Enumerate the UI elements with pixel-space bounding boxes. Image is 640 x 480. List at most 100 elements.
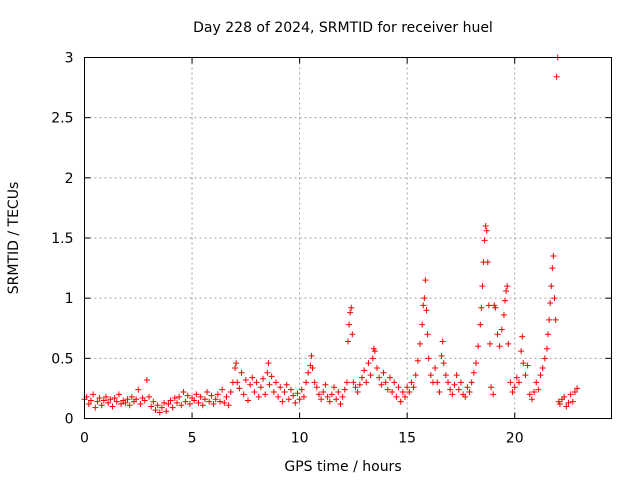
- data-point: [483, 227, 490, 234]
- chart-title: Day 228 of 2024, SRMTID for receiver hue…: [193, 20, 493, 36]
- y-tick-label: 1: [65, 291, 74, 307]
- data-point: [128, 393, 135, 400]
- data-point: [133, 396, 140, 403]
- data-point: [420, 302, 427, 309]
- data-point: [206, 398, 213, 405]
- data-point: [265, 360, 272, 367]
- data-point: [331, 384, 338, 391]
- data-point: [238, 369, 245, 376]
- x-axis-label: GPS time / hours: [284, 459, 401, 475]
- data-point: [305, 369, 312, 376]
- data-point: [98, 402, 105, 409]
- data-point: [346, 321, 353, 328]
- data-point: [423, 307, 430, 314]
- data-point: [150, 398, 157, 405]
- data-point: [371, 348, 378, 355]
- data-point: [232, 364, 239, 371]
- data-point: [285, 396, 292, 403]
- data-point: [300, 393, 307, 400]
- data-point: [438, 352, 445, 359]
- data-point: [264, 369, 271, 376]
- data-point: [268, 373, 275, 380]
- data-point: [549, 265, 556, 272]
- data-point: [217, 398, 224, 405]
- data-point: [432, 364, 439, 371]
- data-point: [408, 379, 415, 386]
- data-point: [180, 389, 187, 396]
- data-point: [551, 295, 558, 302]
- data-point: [485, 302, 492, 309]
- data-point: [296, 396, 303, 403]
- data-point: [453, 372, 460, 379]
- data-point: [533, 379, 540, 386]
- data-point: [298, 386, 305, 393]
- data-point: [427, 372, 434, 379]
- data-point: [227, 389, 234, 396]
- x-tick-label: 20: [506, 431, 524, 447]
- data-point: [197, 393, 204, 400]
- data-point: [466, 389, 473, 396]
- data-point: [504, 283, 511, 290]
- data-point: [335, 389, 342, 396]
- data-point: [122, 399, 129, 406]
- data-point: [550, 253, 557, 260]
- data-point: [516, 379, 523, 386]
- data-point: [574, 385, 581, 392]
- data-point: [260, 375, 267, 382]
- data-point: [397, 398, 404, 405]
- data-point: [382, 379, 389, 386]
- data-point: [350, 379, 357, 386]
- data-point: [475, 343, 482, 350]
- data-point: [309, 364, 316, 371]
- data-point: [571, 389, 578, 396]
- data-point: [488, 384, 495, 391]
- data-point: [470, 369, 477, 376]
- data-point: [348, 304, 355, 311]
- data-point: [109, 403, 116, 410]
- data-point: [201, 396, 208, 403]
- data-point: [315, 391, 322, 398]
- data-point: [442, 372, 449, 379]
- y-tick-label: 0: [65, 412, 74, 428]
- data-point: [240, 391, 247, 398]
- data-point: [253, 379, 260, 386]
- data-point: [221, 399, 228, 406]
- data-point: [457, 379, 464, 386]
- data-point: [287, 386, 294, 393]
- data-point: [107, 396, 114, 403]
- data-point: [563, 403, 570, 410]
- data-point: [451, 381, 458, 388]
- data-point: [320, 389, 327, 396]
- data-point: [363, 379, 370, 386]
- data-point: [464, 384, 471, 391]
- data-point: [339, 393, 346, 400]
- data-point: [567, 391, 574, 398]
- data-point: [376, 374, 383, 381]
- data-point: [445, 379, 452, 386]
- data-point: [118, 401, 125, 408]
- data-point: [482, 222, 489, 229]
- data-point: [345, 338, 351, 345]
- data-point: [374, 364, 381, 371]
- data-point: [266, 381, 273, 388]
- data-point: [279, 398, 286, 405]
- data-point: [277, 384, 284, 391]
- data-point: [455, 386, 462, 393]
- data-point: [303, 379, 310, 386]
- data-point: [141, 397, 148, 404]
- data-point: [511, 384, 518, 391]
- data-point: [292, 399, 299, 406]
- data-point: [169, 404, 176, 411]
- data-point: [322, 381, 329, 388]
- data-point: [548, 283, 555, 290]
- data-point: [422, 277, 429, 284]
- data-point: [404, 384, 411, 391]
- data-point: [233, 360, 240, 367]
- data-point: [447, 386, 454, 393]
- grid-lines: [84, 57, 612, 419]
- data-point: [410, 384, 417, 391]
- data-point: [158, 404, 165, 411]
- data-point: [195, 399, 202, 406]
- data-point: [417, 340, 424, 347]
